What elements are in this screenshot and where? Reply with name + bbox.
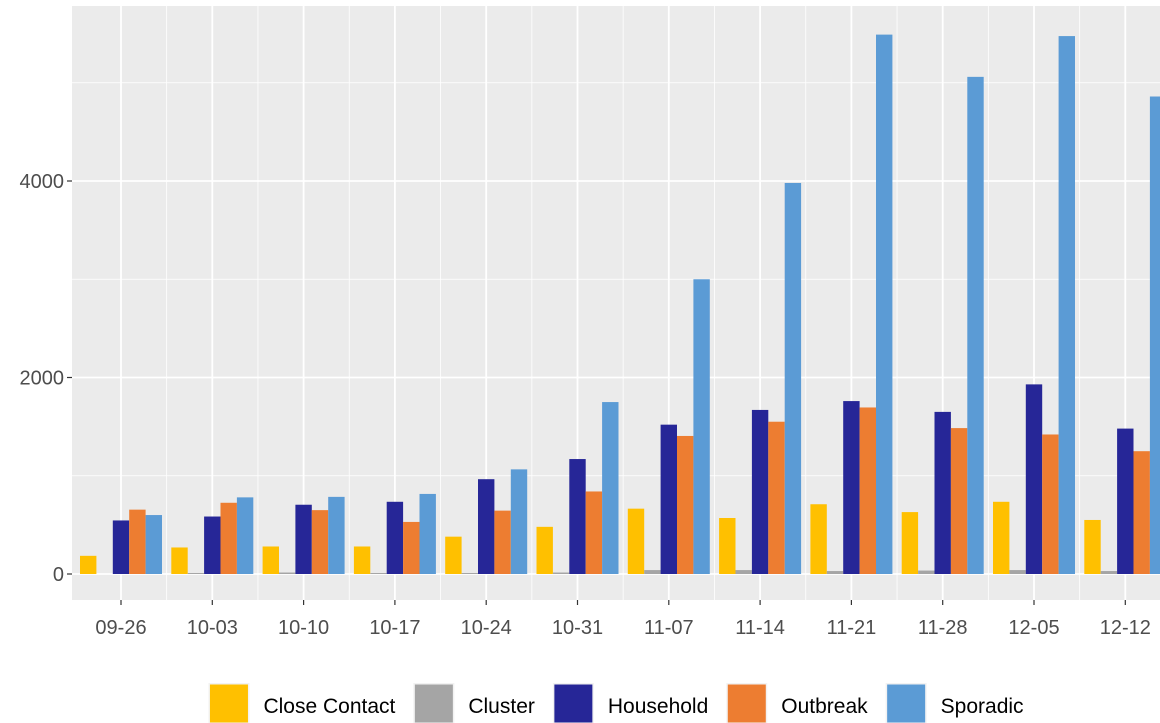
bar-cluster bbox=[370, 573, 387, 574]
bar-sporadic bbox=[419, 493, 436, 574]
bar-sporadic bbox=[145, 515, 162, 574]
x-tick-label: 11-14 bbox=[735, 617, 785, 639]
bar-sporadic bbox=[1058, 36, 1075, 575]
bar-outbreak bbox=[220, 502, 237, 574]
bar-sporadic bbox=[876, 34, 893, 575]
x-tick-label: 10-24 bbox=[461, 617, 512, 639]
bar-close-contact bbox=[171, 547, 188, 574]
bar-outbreak bbox=[129, 509, 146, 574]
minor-gridlines bbox=[72, 6, 1160, 600]
x-tick-label: 10-10 bbox=[278, 617, 329, 639]
x-tick-label: 12-05 bbox=[1008, 617, 1059, 639]
bar-sporadic bbox=[1149, 96, 1160, 574]
bar-household bbox=[934, 411, 951, 574]
y-tick-label: 2000 bbox=[20, 368, 65, 390]
bar-sporadic bbox=[510, 469, 528, 574]
bar-outbreak bbox=[950, 428, 968, 574]
bar-close-contact bbox=[1084, 519, 1101, 574]
bar-sporadic bbox=[967, 76, 984, 574]
bar-household bbox=[843, 401, 860, 574]
bar-close-contact bbox=[80, 555, 97, 574]
legend-label: Outbreak bbox=[781, 695, 868, 718]
legend-label: Close Contact bbox=[263, 695, 395, 718]
legend-key-outbreak bbox=[727, 684, 766, 723]
bar-outbreak bbox=[403, 521, 420, 574]
x-axis: 09-26 10-03 10-10 10-17 10-24 10-31 11-07 11-14… bbox=[95, 600, 1151, 639]
bar-outbreak bbox=[859, 407, 876, 574]
bar-outbreak bbox=[311, 510, 329, 574]
bar-cluster bbox=[279, 572, 296, 574]
bar-household bbox=[1117, 428, 1134, 574]
bar-household bbox=[386, 501, 404, 574]
legend-label: Cluster bbox=[468, 695, 535, 718]
bar-close-contact bbox=[993, 501, 1010, 574]
legend-key-close-contact bbox=[209, 684, 248, 723]
bar-sporadic bbox=[602, 402, 619, 574]
bar-outbreak bbox=[768, 421, 785, 574]
bar-sporadic bbox=[784, 182, 802, 574]
y-tick-label: 0 bbox=[53, 564, 64, 586]
bar-outbreak bbox=[677, 435, 694, 574]
bar-cluster bbox=[826, 571, 844, 574]
bar-cluster bbox=[187, 573, 205, 574]
x-tick-label: 11-21 bbox=[827, 617, 877, 639]
bar-household bbox=[295, 504, 312, 574]
x-tick-label: 12-12 bbox=[1100, 617, 1151, 639]
legend-key-cluster bbox=[414, 684, 453, 723]
bar-household bbox=[569, 459, 586, 574]
bar-close-contact bbox=[353, 546, 371, 574]
y-tick-label: 4000 bbox=[20, 171, 65, 193]
bar-outbreak bbox=[1042, 434, 1059, 574]
y-axis: 0 2000 4000 bbox=[20, 171, 72, 586]
bar-cluster bbox=[552, 572, 570, 574]
x-tick-label: 11-07 bbox=[644, 617, 694, 639]
bar-close-contact bbox=[627, 508, 645, 574]
bar-close-contact bbox=[719, 517, 736, 574]
bar-cluster bbox=[918, 570, 935, 574]
bar-cluster bbox=[1009, 570, 1026, 574]
legend-label: Sporadic bbox=[941, 695, 1024, 718]
bar-household bbox=[478, 479, 495, 574]
bar-cluster bbox=[735, 570, 752, 574]
x-tick-label: 10-17 bbox=[369, 617, 420, 639]
bar-sporadic bbox=[693, 279, 710, 574]
bar-cluster bbox=[644, 570, 661, 574]
bar-household bbox=[1025, 384, 1043, 574]
legend-key-sporadic bbox=[887, 684, 926, 723]
bar-outbreak bbox=[1133, 451, 1150, 574]
bars bbox=[80, 34, 1160, 575]
x-tick-label: 10-03 bbox=[187, 617, 238, 639]
bar-sporadic bbox=[328, 496, 345, 574]
bar-close-contact bbox=[445, 536, 462, 574]
bar-household bbox=[112, 520, 130, 574]
bar-close-contact bbox=[810, 504, 827, 574]
legend: Close Contact Cluster Household Outbreak Spo… bbox=[208, 683, 1024, 723]
bar-close-contact bbox=[262, 546, 279, 574]
bar-household bbox=[751, 409, 769, 574]
bar-close-contact bbox=[901, 512, 919, 574]
bar-outbreak bbox=[585, 491, 603, 574]
x-tick-label: 09-26 bbox=[95, 617, 146, 639]
legend-label: Household bbox=[608, 695, 708, 718]
bar-household bbox=[204, 516, 221, 574]
x-tick-label: 11-28 bbox=[918, 617, 968, 639]
bar-cluster bbox=[1100, 571, 1118, 574]
bar-close-contact bbox=[536, 526, 553, 574]
bar-cluster bbox=[461, 573, 478, 574]
bar-sporadic bbox=[236, 497, 254, 574]
bar-outbreak bbox=[494, 510, 511, 574]
x-tick-label: 10-31 bbox=[552, 617, 603, 639]
bar-household bbox=[660, 424, 677, 574]
legend-key-household bbox=[554, 684, 593, 723]
